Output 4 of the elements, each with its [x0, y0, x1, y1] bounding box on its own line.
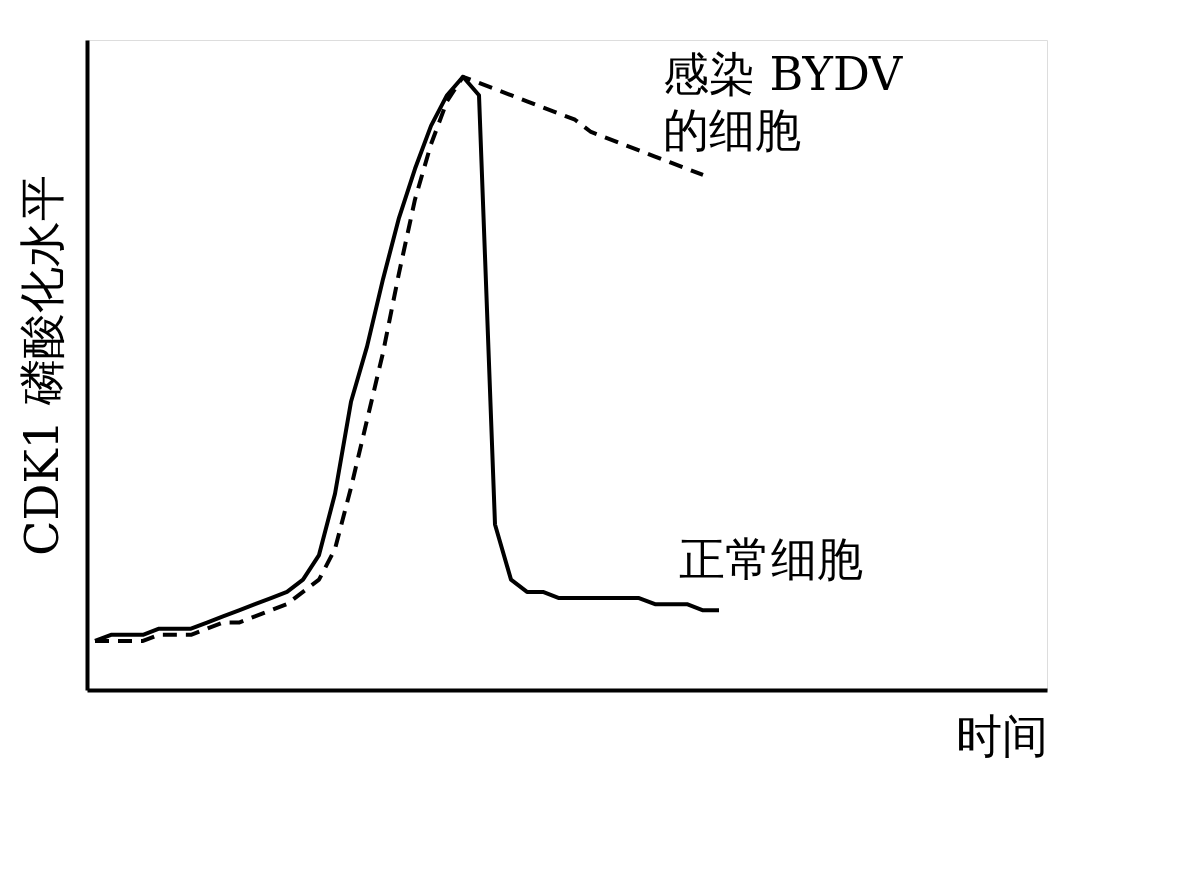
y-axis-title: CDK1 磷酸化水平 [14, 175, 69, 556]
series-label: 正常细胞 [679, 532, 863, 587]
series-label: 感染 BYDV 的细胞 [663, 46, 904, 157]
x-axis-title: 时间 [955, 708, 1048, 763]
